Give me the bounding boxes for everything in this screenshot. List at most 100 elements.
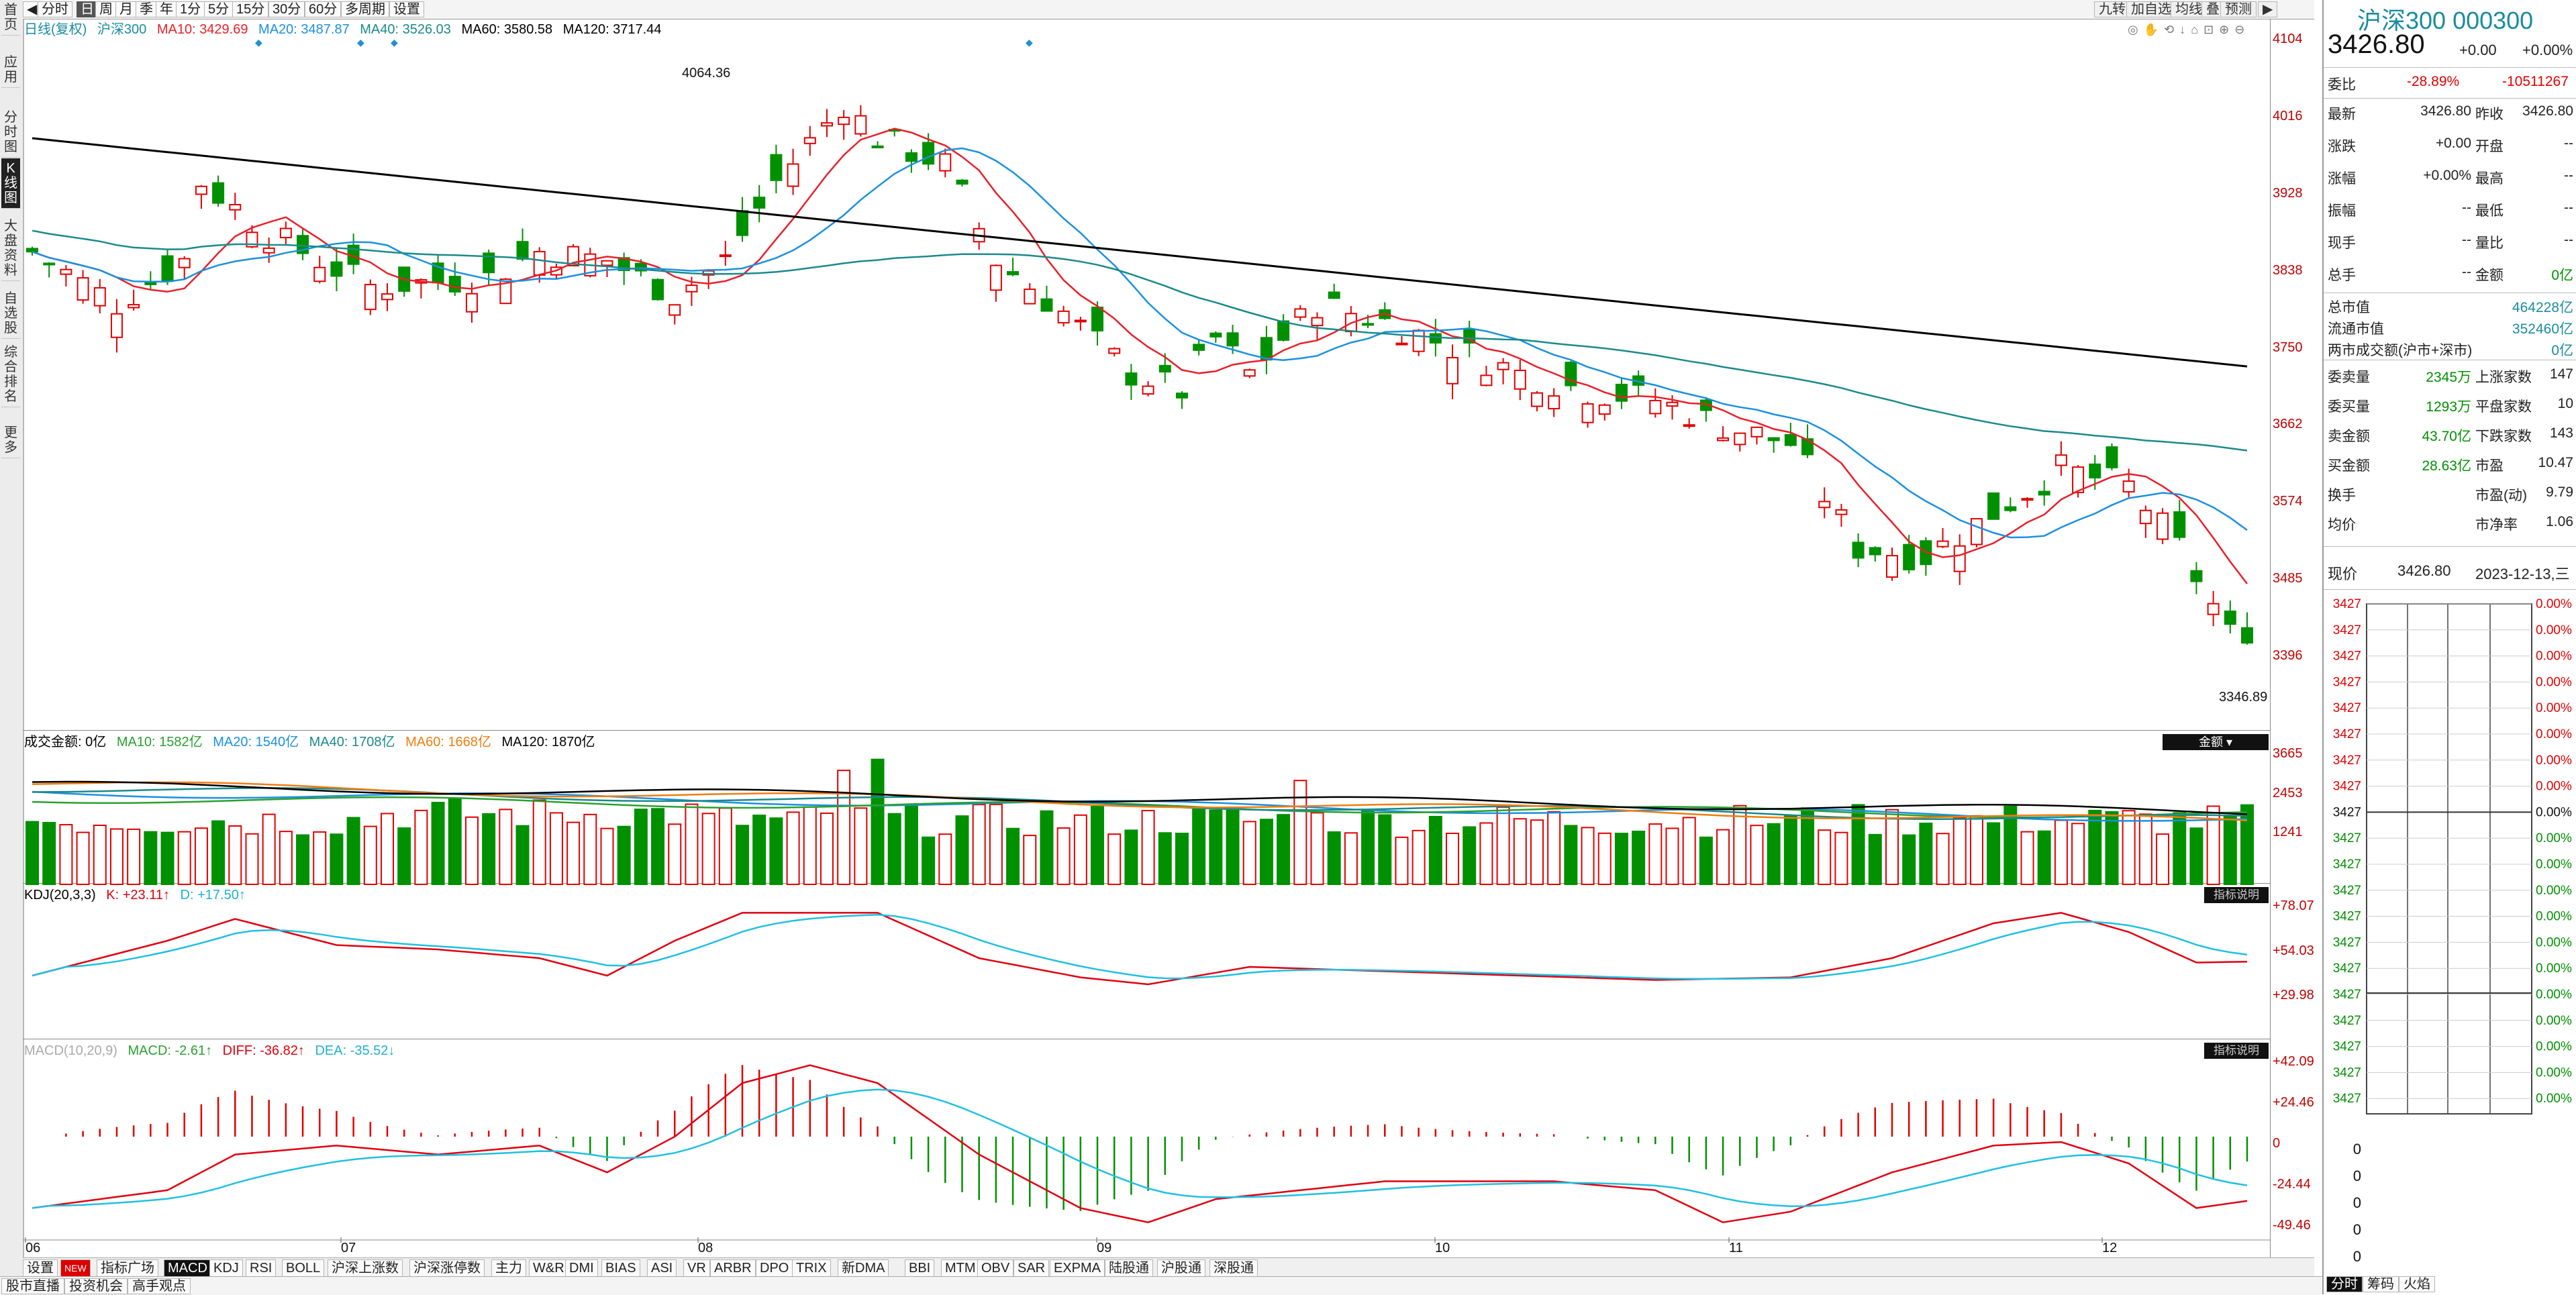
ma-button[interactable]: 均线 — [2171, 1, 2207, 17]
volume-bar-down — [1192, 808, 1206, 886]
period-timeshare[interactable]: 分时 — [38, 1, 72, 17]
indicator-tab[interactable]: EXPMA — [1050, 1259, 1105, 1277]
volume-axis-label: 2453 — [2273, 785, 2303, 800]
forecast-button[interactable]: 预测 — [2220, 1, 2257, 17]
indicator-tab[interactable]: W&R — [529, 1259, 568, 1277]
toolbar-next-icon[interactable]: ▶ — [2258, 1, 2278, 17]
indicator-tab[interactable]: 沪股通 — [1157, 1259, 1205, 1277]
mini-timeshare-chart[interactable]: 3427 3427 3427 3427 3427 3427 3427 3427 3427 3427… — [2324, 590, 2576, 1275]
mini-pct-tick: 0.00% — [2536, 1040, 2572, 1054]
indicator-tab[interactable]: KDJ — [209, 1259, 243, 1277]
order-row-label: 平盘家数 — [2475, 399, 2532, 415]
mini-pct-tick: 0.00% — [2536, 675, 2572, 689]
indicator-tab[interactable]: TRIX — [792, 1259, 831, 1277]
candle-down — [330, 261, 343, 277]
volume-amount-label: 金额 — [2198, 735, 2223, 749]
candle-down — [2241, 627, 2253, 644]
nav-kline[interactable]: K线图 — [1, 158, 20, 209]
bottom-link[interactable]: 高手观点 — [128, 1278, 191, 1294]
indicator-tab[interactable]: ASI — [647, 1259, 677, 1277]
period-30min[interactable]: 30分 — [268, 1, 305, 17]
indicator-tab[interactable]: BIAS — [601, 1259, 640, 1277]
indicator-tab[interactable]: MACD — [164, 1259, 211, 1277]
bottom-link[interactable]: 投资机会 — [64, 1278, 128, 1294]
nav-ranking[interactable]: 综合排名 — [1, 342, 20, 407]
volume-bar-up — [1648, 823, 1663, 886]
volume-bar-up — [1073, 814, 1087, 885]
add-watchlist-button[interactable]: 加自选 — [2126, 1, 2176, 17]
quote-tab[interactable]: 分时 — [2326, 1276, 2363, 1292]
volume-bar-down — [1851, 804, 1865, 885]
candle-down — [2224, 610, 2236, 625]
volume-bar-up — [786, 811, 800, 886]
indicator-tab[interactable]: 沪深涨停数 — [409, 1259, 485, 1277]
jiuzhuan-button[interactable]: 九转 — [2094, 1, 2130, 17]
quote-tab[interactable]: 筹码 — [2363, 1276, 2399, 1292]
indicator-tab[interactable]: RSI — [246, 1259, 277, 1277]
indicator-tab[interactable]: SAR — [1013, 1259, 1050, 1277]
volume-bar-down — [904, 804, 918, 886]
indicator-tab[interactable]: NEW — [60, 1259, 91, 1277]
indicator-tab[interactable]: BBI — [905, 1259, 935, 1277]
volume-bar-down — [752, 815, 766, 886]
nav-apps[interactable]: 应用 — [1, 52, 20, 88]
order-row-label: 卖金额 — [2328, 429, 2370, 444]
volume-bar-down — [1632, 831, 1646, 885]
indicator-tab[interactable]: DPO — [756, 1259, 793, 1277]
period-5min[interactable]: 5分 — [204, 1, 234, 17]
candle-up — [77, 277, 89, 301]
indicator-tab[interactable]: DMI — [565, 1259, 598, 1277]
period-15min[interactable]: 15分 — [232, 1, 269, 17]
chart-tool-icons[interactable]: ◎✋⟲↓⌂⊡⊕⊖ — [2128, 23, 2250, 36]
kdj-help-button[interactable]: 指标说明 — [2204, 887, 2269, 903]
legend-ma20: MA20: 3487.87 — [258, 22, 350, 37]
indicator-tab[interactable]: 设置 — [23, 1259, 58, 1277]
indicator-tab[interactable]: OBV — [977, 1259, 1014, 1277]
period-month[interactable]: 月 — [115, 1, 137, 17]
indicator-tab[interactable]: 陆股通 — [1105, 1259, 1153, 1277]
indicator-tab[interactable]: BOLL — [282, 1259, 325, 1277]
volume-bar-up — [972, 804, 986, 885]
indicator-tab[interactable]: VR — [683, 1259, 710, 1277]
period-settings[interactable]: 设置 — [389, 1, 424, 17]
indicator-tab[interactable]: ARBR — [710, 1259, 756, 1277]
volume-legend-ma120: MA120: 1870亿 — [501, 735, 595, 749]
indicator-tab[interactable]: 沪深上涨数 — [328, 1259, 403, 1277]
volume-amount-button[interactable]: 金额 ▾ — [2163, 734, 2269, 750]
period-day[interactable]: 日 — [77, 1, 98, 17]
order-row-label: 委买量 — [2328, 399, 2370, 415]
volume-bar-up — [262, 813, 276, 886]
quote-tab[interactable]: 火焰 — [2399, 1276, 2435, 1292]
candle-up — [2122, 480, 2135, 493]
nav-watchlist[interactable]: 自选股 — [1, 289, 20, 339]
cap-row-label: 流通市值 — [2328, 321, 2384, 337]
nav-market-info[interactable]: 大盘资料 — [1, 216, 20, 281]
order-row-label: 买金额 — [2328, 458, 2370, 474]
period-year[interactable]: 年 — [156, 1, 177, 17]
mini-price-tick: 3427 — [2333, 597, 2361, 611]
multi-period[interactable]: 多周期 — [341, 1, 389, 17]
indicator-tab[interactable]: 指标广场 — [97, 1259, 158, 1277]
nav-more[interactable]: 更多 — [1, 423, 20, 458]
mini-pct-tick: 0.00% — [2536, 962, 2572, 976]
period-1min[interactable]: 1分 — [176, 1, 205, 17]
indicator-tab[interactable]: MTM — [941, 1259, 980, 1277]
overlay-button[interactable]: 叠 — [2201, 1, 2224, 17]
period-60min[interactable]: 60分 — [305, 1, 342, 17]
period-week[interactable]: 周 — [95, 1, 117, 17]
nav-home[interactable]: 首页 — [1, 0, 20, 36]
bottom-link[interactable]: 股市直播 — [1, 1278, 64, 1294]
mini-vol-tick: 0 — [2353, 1194, 2361, 1211]
nav-timeshare[interactable]: 分时图 — [1, 107, 20, 158]
indicator-tab[interactable]: 深股通 — [1209, 1259, 1258, 1277]
volume-bar-up — [499, 809, 513, 886]
mini-pct-tick: 0.00% — [2536, 701, 2572, 715]
macd-axis-label: -24.44 — [2273, 1177, 2311, 1192]
candle-up — [2157, 512, 2169, 540]
indicator-tab[interactable]: 主力 — [491, 1259, 526, 1277]
candle-up — [1683, 424, 1695, 427]
macd-help-button[interactable]: 指标说明 — [2204, 1043, 2269, 1059]
now-price: 3426.80 — [2397, 562, 2451, 579]
indicator-tab[interactable]: 新DMA — [838, 1259, 889, 1277]
